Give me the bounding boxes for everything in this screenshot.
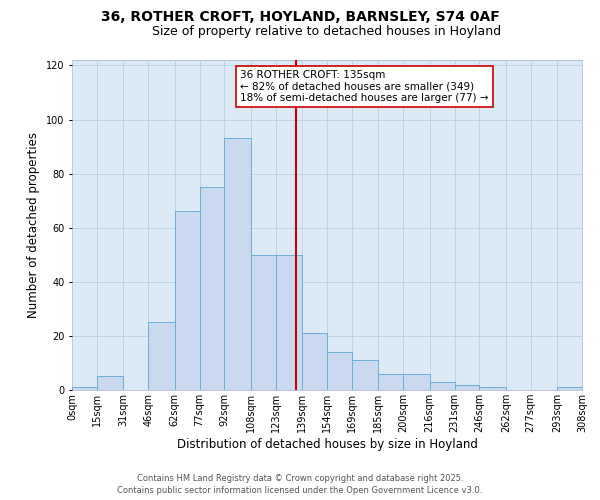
Text: Contains HM Land Registry data © Crown copyright and database right 2025.
Contai: Contains HM Land Registry data © Crown c… [118,474,482,495]
Bar [302,333,327,390]
Bar [97,376,124,390]
Bar [455,384,479,390]
Bar [379,374,403,390]
Bar [430,382,455,390]
Y-axis label: Number of detached properties: Number of detached properties [28,132,40,318]
Text: 36, ROTHER CROFT, HOYLAND, BARNSLEY, S74 0AF: 36, ROTHER CROFT, HOYLAND, BARNSLEY, S74… [101,10,499,24]
Title: Size of property relative to detached houses in Hoyland: Size of property relative to detached ho… [152,25,502,38]
Bar [557,388,582,390]
Bar [403,374,430,390]
Bar [275,255,302,390]
Bar [352,360,379,390]
Bar [175,212,199,390]
Bar [224,138,251,390]
X-axis label: Distribution of detached houses by size in Hoyland: Distribution of detached houses by size … [176,438,478,451]
Bar [72,388,97,390]
Text: 36 ROTHER CROFT: 135sqm
← 82% of detached houses are smaller (349)
18% of semi-d: 36 ROTHER CROFT: 135sqm ← 82% of detache… [240,70,489,103]
Bar [327,352,352,390]
Bar [479,388,506,390]
Bar [148,322,175,390]
Bar [251,255,275,390]
Bar [199,187,224,390]
